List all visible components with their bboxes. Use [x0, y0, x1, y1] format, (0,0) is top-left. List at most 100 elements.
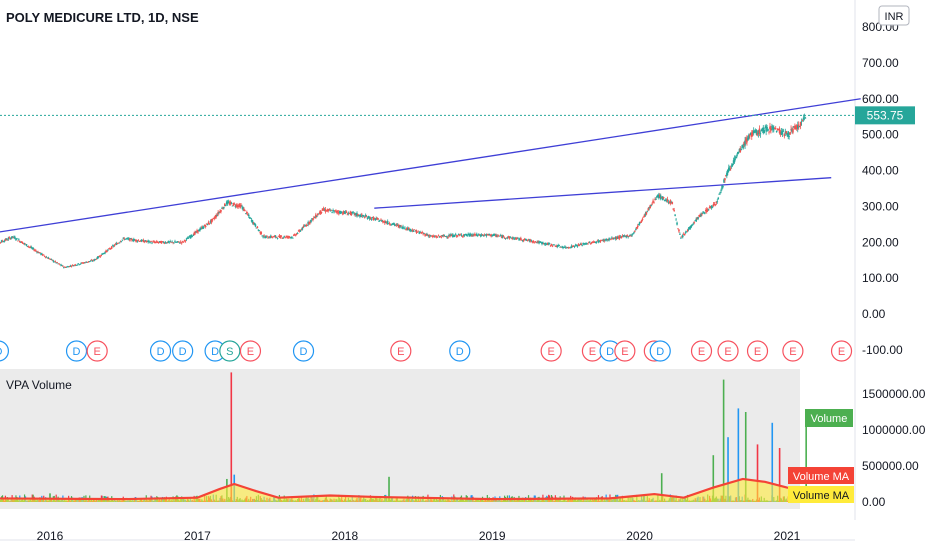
event-marker-circle: [782, 340, 804, 362]
candle-body: [289, 236, 291, 238]
candle-body: [483, 234, 486, 236]
dividend-marker[interactable]: D: [172, 340, 194, 362]
earnings-marker[interactable]: E: [86, 340, 108, 362]
candle-body: [257, 229, 260, 231]
candle-body: [689, 225, 692, 229]
candle-body: [139, 240, 142, 242]
split-marker[interactable]: S: [219, 340, 241, 362]
candle-body: [359, 214, 361, 217]
candle-body: [329, 209, 332, 211]
earnings-marker[interactable]: E: [830, 340, 853, 362]
candle-body: [271, 236, 274, 238]
candle-body: [498, 235, 501, 237]
candle-body: [586, 242, 588, 245]
candle-body: [206, 223, 209, 226]
candle-body: [0, 242, 2, 244]
dividend-marker[interactable]: D: [292, 340, 315, 362]
earnings-marker[interactable]: E: [717, 340, 739, 362]
candle-body: [623, 235, 626, 237]
event-markers[interactable]: DDEDDDSEDEDEEDEEDEEEEE: [0, 340, 853, 362]
candle-body: [91, 260, 94, 262]
candle-body: [189, 236, 192, 238]
candle-body: [165, 242, 168, 244]
candle-body: [592, 241, 595, 243]
candle-body: [488, 233, 491, 235]
candle-body: [63, 267, 65, 268]
candle-body: [414, 230, 417, 232]
event-marker-circle: [149, 340, 172, 362]
candle-body: [368, 216, 371, 219]
candle-body: [46, 257, 49, 259]
candle-body: [143, 241, 146, 243]
candle-body: [450, 234, 452, 236]
candle-body: [186, 237, 189, 239]
candle-body: [383, 221, 385, 223]
candle-body: [741, 145, 743, 148]
last-price-tag: [855, 106, 915, 125]
candle-body: [434, 236, 437, 238]
candle-body: [637, 223, 640, 225]
candle-body: [180, 242, 183, 244]
candle-body: [732, 160, 735, 163]
candle-body: [12, 236, 14, 238]
earnings-marker[interactable]: E: [390, 340, 412, 362]
earnings-marker[interactable]: E: [746, 340, 769, 362]
trendlines[interactable]: [0, 98, 861, 234]
earnings-marker[interactable]: E: [782, 340, 804, 362]
candle-body: [750, 132, 753, 137]
candle-body: [565, 247, 567, 249]
dividend-marker[interactable]: D: [65, 340, 88, 362]
candle-body: [435, 236, 438, 238]
candle-body: [500, 236, 503, 238]
candle-body: [142, 239, 145, 243]
candle-body: [332, 210, 334, 211]
candle-body: [447, 236, 449, 238]
event-marker-circle: [0, 340, 10, 362]
earnings-marker[interactable]: E: [581, 340, 604, 362]
candle-body: [288, 236, 290, 238]
dividend-marker[interactable]: D: [649, 340, 671, 362]
earnings-marker[interactable]: E: [540, 340, 562, 362]
candle-body: [69, 265, 72, 267]
currency-badge[interactable]: [878, 5, 910, 26]
candle-body: [718, 193, 720, 195]
earnings-marker[interactable]: E: [239, 340, 262, 362]
candle-body: [717, 197, 720, 200]
candle-body: [175, 242, 177, 243]
candle-body: [254, 224, 257, 227]
candle-body: [627, 236, 629, 238]
dividend-marker[interactable]: D: [599, 340, 621, 362]
candle-body: [746, 138, 748, 143]
candle-body: [73, 264, 76, 266]
candle-body: [577, 244, 580, 246]
dividend-marker[interactable]: D: [149, 340, 172, 362]
candle-body: [13, 236, 15, 238]
candle-body: [197, 230, 199, 233]
candle-body: [237, 205, 240, 208]
candle-body: [59, 264, 61, 266]
volume-spike: [230, 372, 233, 502]
candle-body: [449, 235, 451, 237]
candle-body: [56, 262, 58, 264]
earnings-marker[interactable]: E: [614, 340, 636, 362]
earnings-marker[interactable]: E: [690, 340, 713, 362]
dividend-marker[interactable]: D: [0, 340, 10, 362]
candle-body: [47, 257, 50, 259]
volume-ma-yellow-label: Volume MA: [793, 490, 850, 502]
candle-body: [410, 230, 413, 232]
dividend-marker[interactable]: D: [449, 340, 471, 362]
candle-body: [92, 259, 95, 261]
price-tick-label: 700.00: [862, 56, 899, 70]
event-marker-letter: E: [397, 346, 404, 358]
candle-body: [576, 245, 579, 247]
candle-body: [367, 216, 370, 219]
candle-body: [461, 235, 464, 237]
candle-body: [456, 235, 459, 237]
candle-body: [136, 240, 139, 242]
candle-body: [443, 235, 446, 237]
candle-body: [279, 235, 282, 239]
candle-body: [589, 242, 591, 244]
candle-body: [769, 126, 771, 130]
candle-body: [638, 222, 641, 225]
